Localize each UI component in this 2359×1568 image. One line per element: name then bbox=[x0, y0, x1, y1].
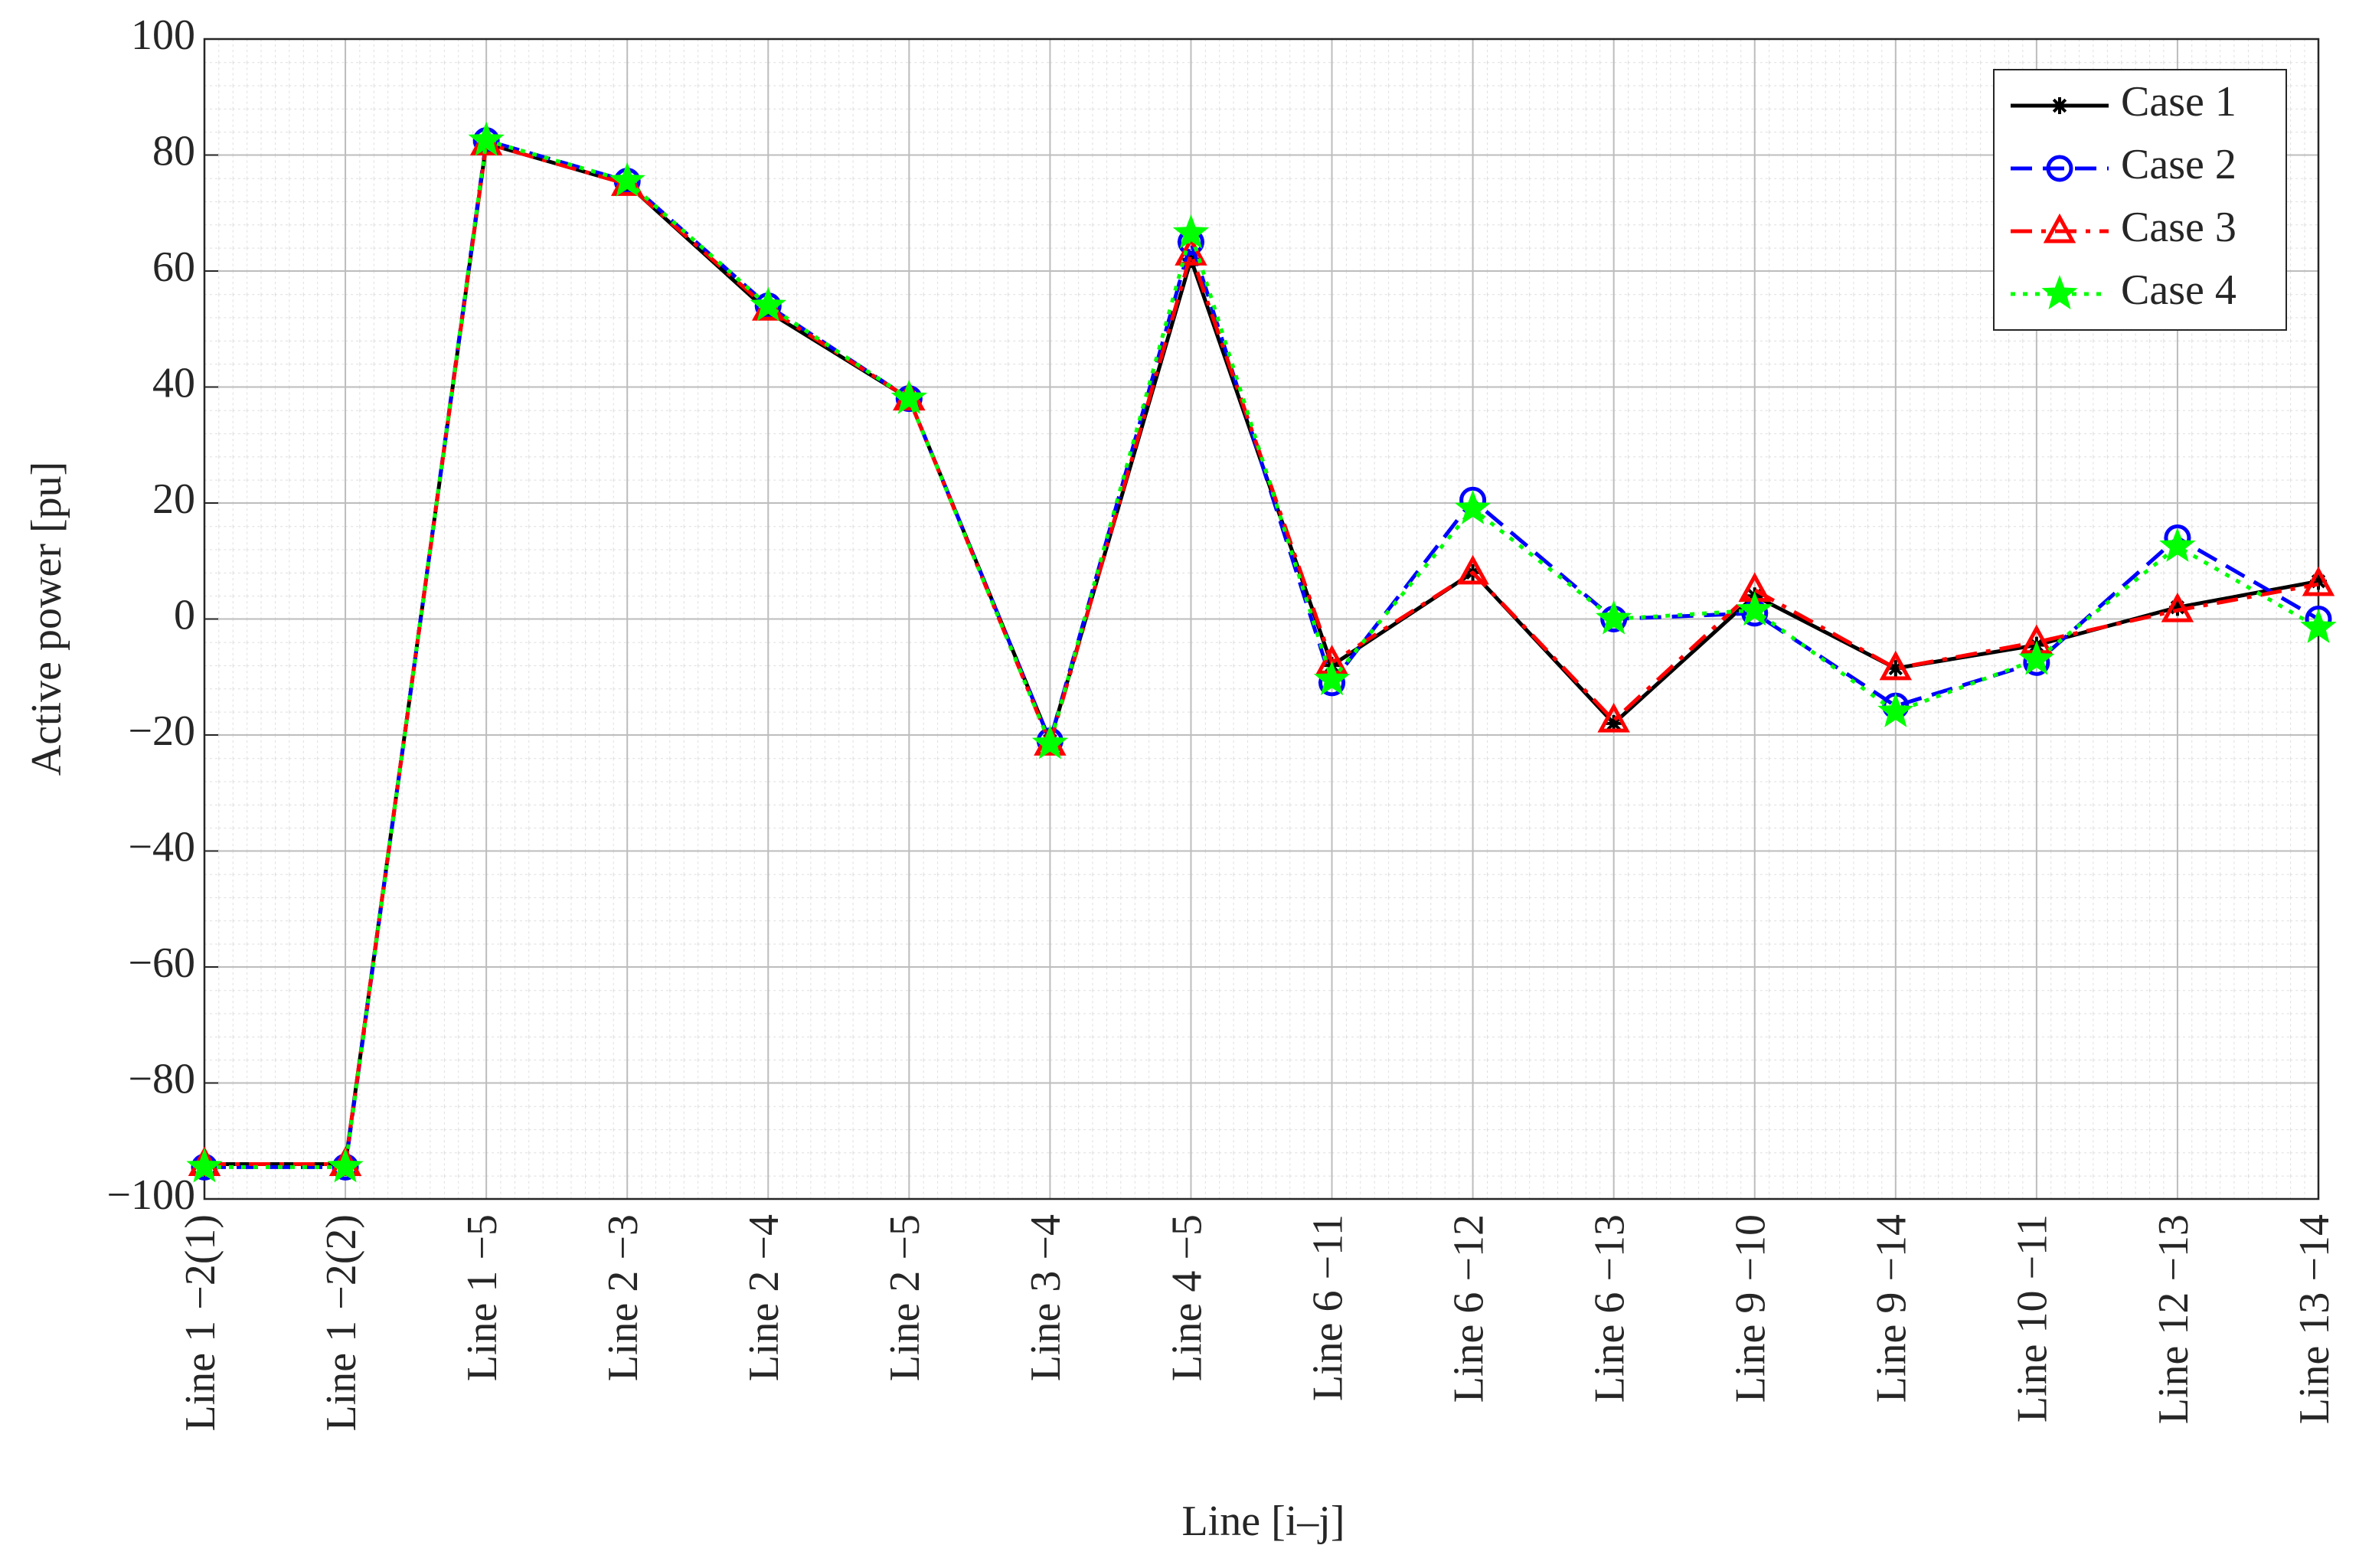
y-tick-label: 60 bbox=[152, 243, 195, 291]
legend-item: Case 4 bbox=[2011, 266, 2236, 314]
marker bbox=[1605, 714, 1622, 732]
legend-label: Case 1 bbox=[2121, 78, 2236, 126]
y-tick-label: 20 bbox=[152, 475, 195, 523]
legend-marker bbox=[2046, 155, 2073, 182]
marker bbox=[1877, 692, 1914, 727]
legend-label: Case 3 bbox=[2121, 204, 2236, 251]
legend-item: Case 3 bbox=[2011, 204, 2236, 251]
series-line bbox=[204, 139, 2320, 1169]
marker bbox=[1172, 214, 1210, 249]
legend-label: Case 4 bbox=[2121, 266, 2236, 314]
x-tick-label: Line 9 −10 bbox=[1727, 1214, 1775, 1403]
y-axis-label: Active power [pu] bbox=[23, 462, 70, 776]
marker bbox=[2018, 640, 2055, 675]
marker bbox=[1737, 591, 1773, 626]
series bbox=[186, 121, 2337, 1183]
marker bbox=[2302, 566, 2335, 596]
marker bbox=[1595, 599, 1632, 635]
marker bbox=[2168, 599, 2186, 616]
x-tick-label: Line 2 −3 bbox=[600, 1214, 647, 1381]
x-tick-label: Line 2 −5 bbox=[881, 1214, 929, 1381]
marker bbox=[186, 1148, 223, 1183]
x-tick-label: Line 13 −14 bbox=[2291, 1214, 2338, 1424]
y-tick-label: 40 bbox=[152, 359, 195, 407]
marker bbox=[468, 121, 505, 156]
y-tick-label: 100 bbox=[131, 11, 195, 59]
y-tick-label: −80 bbox=[128, 1055, 195, 1102]
marker bbox=[1879, 650, 1913, 681]
legend-item: Case 1 bbox=[2011, 78, 2236, 126]
marker bbox=[1031, 724, 1069, 760]
marker bbox=[1313, 661, 1351, 696]
x-tick-label: Line 6 −12 bbox=[1445, 1214, 1492, 1403]
x-axis-label: Line [i–j] bbox=[1181, 1498, 1344, 1545]
marker bbox=[1597, 702, 1630, 733]
y-tick-label: −100 bbox=[106, 1171, 195, 1219]
series-line bbox=[204, 139, 2320, 1169]
x-tick-label: Line 6 −11 bbox=[1304, 1214, 1351, 1401]
x-tick-label: Line 1 −2(2) bbox=[318, 1214, 365, 1432]
legend-marker bbox=[2041, 275, 2078, 310]
marker bbox=[1456, 554, 1489, 585]
marker bbox=[1887, 659, 1904, 677]
marker bbox=[750, 286, 786, 322]
legend-box bbox=[1993, 69, 2287, 331]
x-tick-label: Line 12 −13 bbox=[2150, 1214, 2197, 1424]
marker bbox=[327, 1148, 364, 1183]
x-tick-label: Line 2 −4 bbox=[740, 1214, 788, 1381]
x-tick-label: Line 6 −13 bbox=[1586, 1214, 1634, 1403]
x-tick-label: Line 9 −14 bbox=[1868, 1214, 1916, 1403]
y-tick-label: 80 bbox=[152, 127, 195, 175]
legend-marker bbox=[2043, 213, 2076, 243]
x-tick-label: Line 10 −11 bbox=[2009, 1214, 2057, 1423]
marker bbox=[1454, 489, 1492, 524]
x-tick-label: Line 4 −5 bbox=[1163, 1214, 1211, 1381]
x-tick-label: Line 1 −2(1) bbox=[177, 1214, 224, 1432]
marker bbox=[2310, 573, 2327, 590]
marker bbox=[609, 162, 645, 197]
x-tick-label: Line 1 −5 bbox=[459, 1214, 506, 1381]
y-tick-label: −20 bbox=[128, 707, 195, 755]
marker bbox=[890, 379, 928, 414]
legend-label: Case 2 bbox=[2121, 141, 2236, 188]
legend-item: Case 2 bbox=[2011, 141, 2236, 188]
x-tick-label: Line 3 −4 bbox=[1022, 1214, 1070, 1381]
marker bbox=[2159, 527, 2196, 562]
y-tick-label: 0 bbox=[174, 591, 195, 639]
y-tick-label: −40 bbox=[128, 823, 195, 871]
legend-marker bbox=[2051, 97, 2068, 114]
y-tick-label: −60 bbox=[128, 939, 195, 987]
marker bbox=[2300, 609, 2337, 644]
marker bbox=[2161, 592, 2194, 622]
